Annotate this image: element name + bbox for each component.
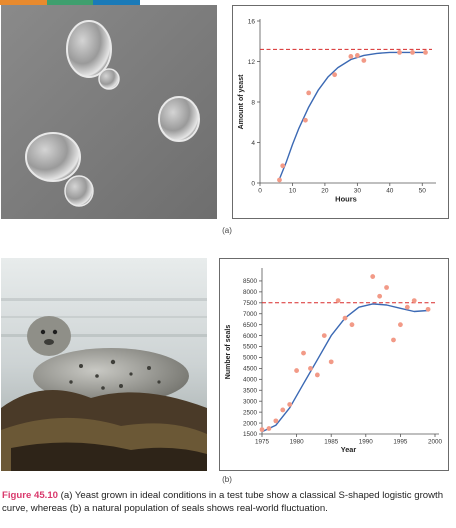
chart1-data-point <box>423 49 428 55</box>
chart2-data-point <box>391 337 396 343</box>
chart1-data-point <box>348 54 354 59</box>
chart2-y-tick-label: 2500 <box>243 409 258 416</box>
chart2-data-point <box>321 333 327 338</box>
chart2-y-tick-label: 6000 <box>243 333 258 340</box>
chart1-data-point <box>354 53 360 58</box>
chart1-y-axis-label: Amount of yeast <box>238 74 245 130</box>
chart1-x-tick-label: 40 <box>386 188 394 195</box>
chart2-y-tick-label: 4500 <box>243 366 258 373</box>
chart2-y-axis-label: Number of seals <box>225 325 232 380</box>
chart2-data-point <box>328 359 334 365</box>
chart2-y-tick-label: 1500 <box>243 431 258 438</box>
chart2-data-point <box>349 322 355 328</box>
panel-label-a: (a) <box>222 226 232 235</box>
chart1-data-point <box>277 177 282 183</box>
chart2-data-point <box>411 298 417 304</box>
figure-label: Figure 45.10 <box>2 490 58 501</box>
yeast-growth-chart: 0 10 20 30 40 50 0 4 8 12 16 Hours Amount of yeast <box>238 18 436 204</box>
chart2-data-point <box>398 322 403 328</box>
chart1-y-tick-label: 0 <box>251 180 255 187</box>
chart1-data-point <box>306 90 312 96</box>
chart1-data-point <box>303 117 308 123</box>
chart1-data-point <box>410 49 415 55</box>
strip-segment-blue <box>93 0 141 5</box>
chart2-y-tick-label: 8500 <box>243 278 258 285</box>
chart2-data-point <box>404 304 410 310</box>
chart2-data-point <box>273 418 279 424</box>
chart2-y-tick-label: 3500 <box>243 387 258 394</box>
chart2-y-tick-label: 5000 <box>243 355 258 362</box>
chart1-x-tick-label: 10 <box>289 188 297 195</box>
strip-segment-orange <box>0 0 47 5</box>
chart1-data-point <box>332 72 338 78</box>
chart1-y-tick-label: 4 <box>251 140 255 147</box>
chart1-x-tick-label: 50 <box>419 188 427 195</box>
chart2-y-tick-label: 4000 <box>243 377 258 384</box>
chart2-data-point <box>301 350 306 356</box>
chart2-x-tick-label: 1985 <box>324 438 339 445</box>
chart2-y-tick-label: 2000 <box>243 420 258 427</box>
chart2-data-point <box>384 285 389 290</box>
chart2-y-tick-label: 7000 <box>243 311 258 318</box>
chart2-y-tick-label: 8000 <box>243 289 258 296</box>
strip-segment-green <box>46 0 94 5</box>
chart1-x-axis-label: Hours <box>335 195 357 204</box>
chart2-data-point <box>335 298 341 304</box>
chart1-y-tick-label: 8 <box>251 99 255 106</box>
chart2-data-point <box>280 407 286 413</box>
chart1-x-tick-label: 30 <box>354 188 362 195</box>
caption-text: (a) Yeast grown in ideal conditions in a… <box>2 490 444 514</box>
seal-photo <box>1 258 207 471</box>
chart2-data-point <box>342 315 348 321</box>
chart2-data-point <box>314 372 320 378</box>
chart2-x-tick-label: 1975 <box>255 438 270 445</box>
yeast-chart-panel: 0 10 20 30 40 50 0 4 8 12 16 Hours Amount of yeast <box>232 5 449 219</box>
chart2-data-point <box>266 426 272 431</box>
chart2-data-point <box>425 306 431 312</box>
chart2-data-point <box>308 366 313 371</box>
chart2-data-point <box>294 368 299 373</box>
chart2-x-axis-label: Year <box>341 445 357 454</box>
chart2-data-point <box>377 293 383 299</box>
chart1-data-point <box>280 163 286 169</box>
chart1-data-point <box>361 58 367 63</box>
chart2-y-tick-label: 7500 <box>243 300 258 307</box>
chart1-y-tick-label: 16 <box>248 18 256 25</box>
chart2-x-tick-label: 1995 <box>393 438 408 445</box>
chart2-y-tick-label: 3000 <box>243 398 258 405</box>
chart1-y-tick-label: 12 <box>248 59 256 66</box>
chart1-x-tick-label: 20 <box>321 188 329 195</box>
chart1-fit-curve <box>278 51 426 180</box>
chart2-x-tick-label: 1980 <box>290 438 305 445</box>
figure-caption: Figure 45.10 (a) Yeast grown in ideal co… <box>2 489 454 515</box>
chart2-x-tick-label: 2000 <box>428 438 443 445</box>
seal-population-chart: 1975 1980 1985 1990 1995 2000 1500 2000 2500 3000… <box>225 268 443 454</box>
chart2-fit-curve <box>261 303 429 433</box>
chart2-data-point <box>259 427 265 433</box>
yeast-micrograph-image <box>1 5 217 219</box>
seal-chart-panel: 1975 1980 1985 1990 1995 2000 1500 2000 2500 3000… <box>219 258 449 471</box>
chart2-y-tick-label: 6500 <box>243 322 258 329</box>
seal-photo-image <box>1 258 207 471</box>
yeast-micrograph <box>1 5 217 219</box>
chart1-x-tick-label: 0 <box>258 188 262 195</box>
chart2-y-tick-label: 5500 <box>243 344 258 351</box>
chart2-data-point <box>370 274 376 279</box>
chart2-x-tick-label: 1990 <box>359 438 374 445</box>
panel-label-b: (b) <box>222 475 232 484</box>
chart1-data-point <box>397 49 402 55</box>
chart2-data-point <box>287 402 293 407</box>
top-color-strip <box>0 0 141 5</box>
